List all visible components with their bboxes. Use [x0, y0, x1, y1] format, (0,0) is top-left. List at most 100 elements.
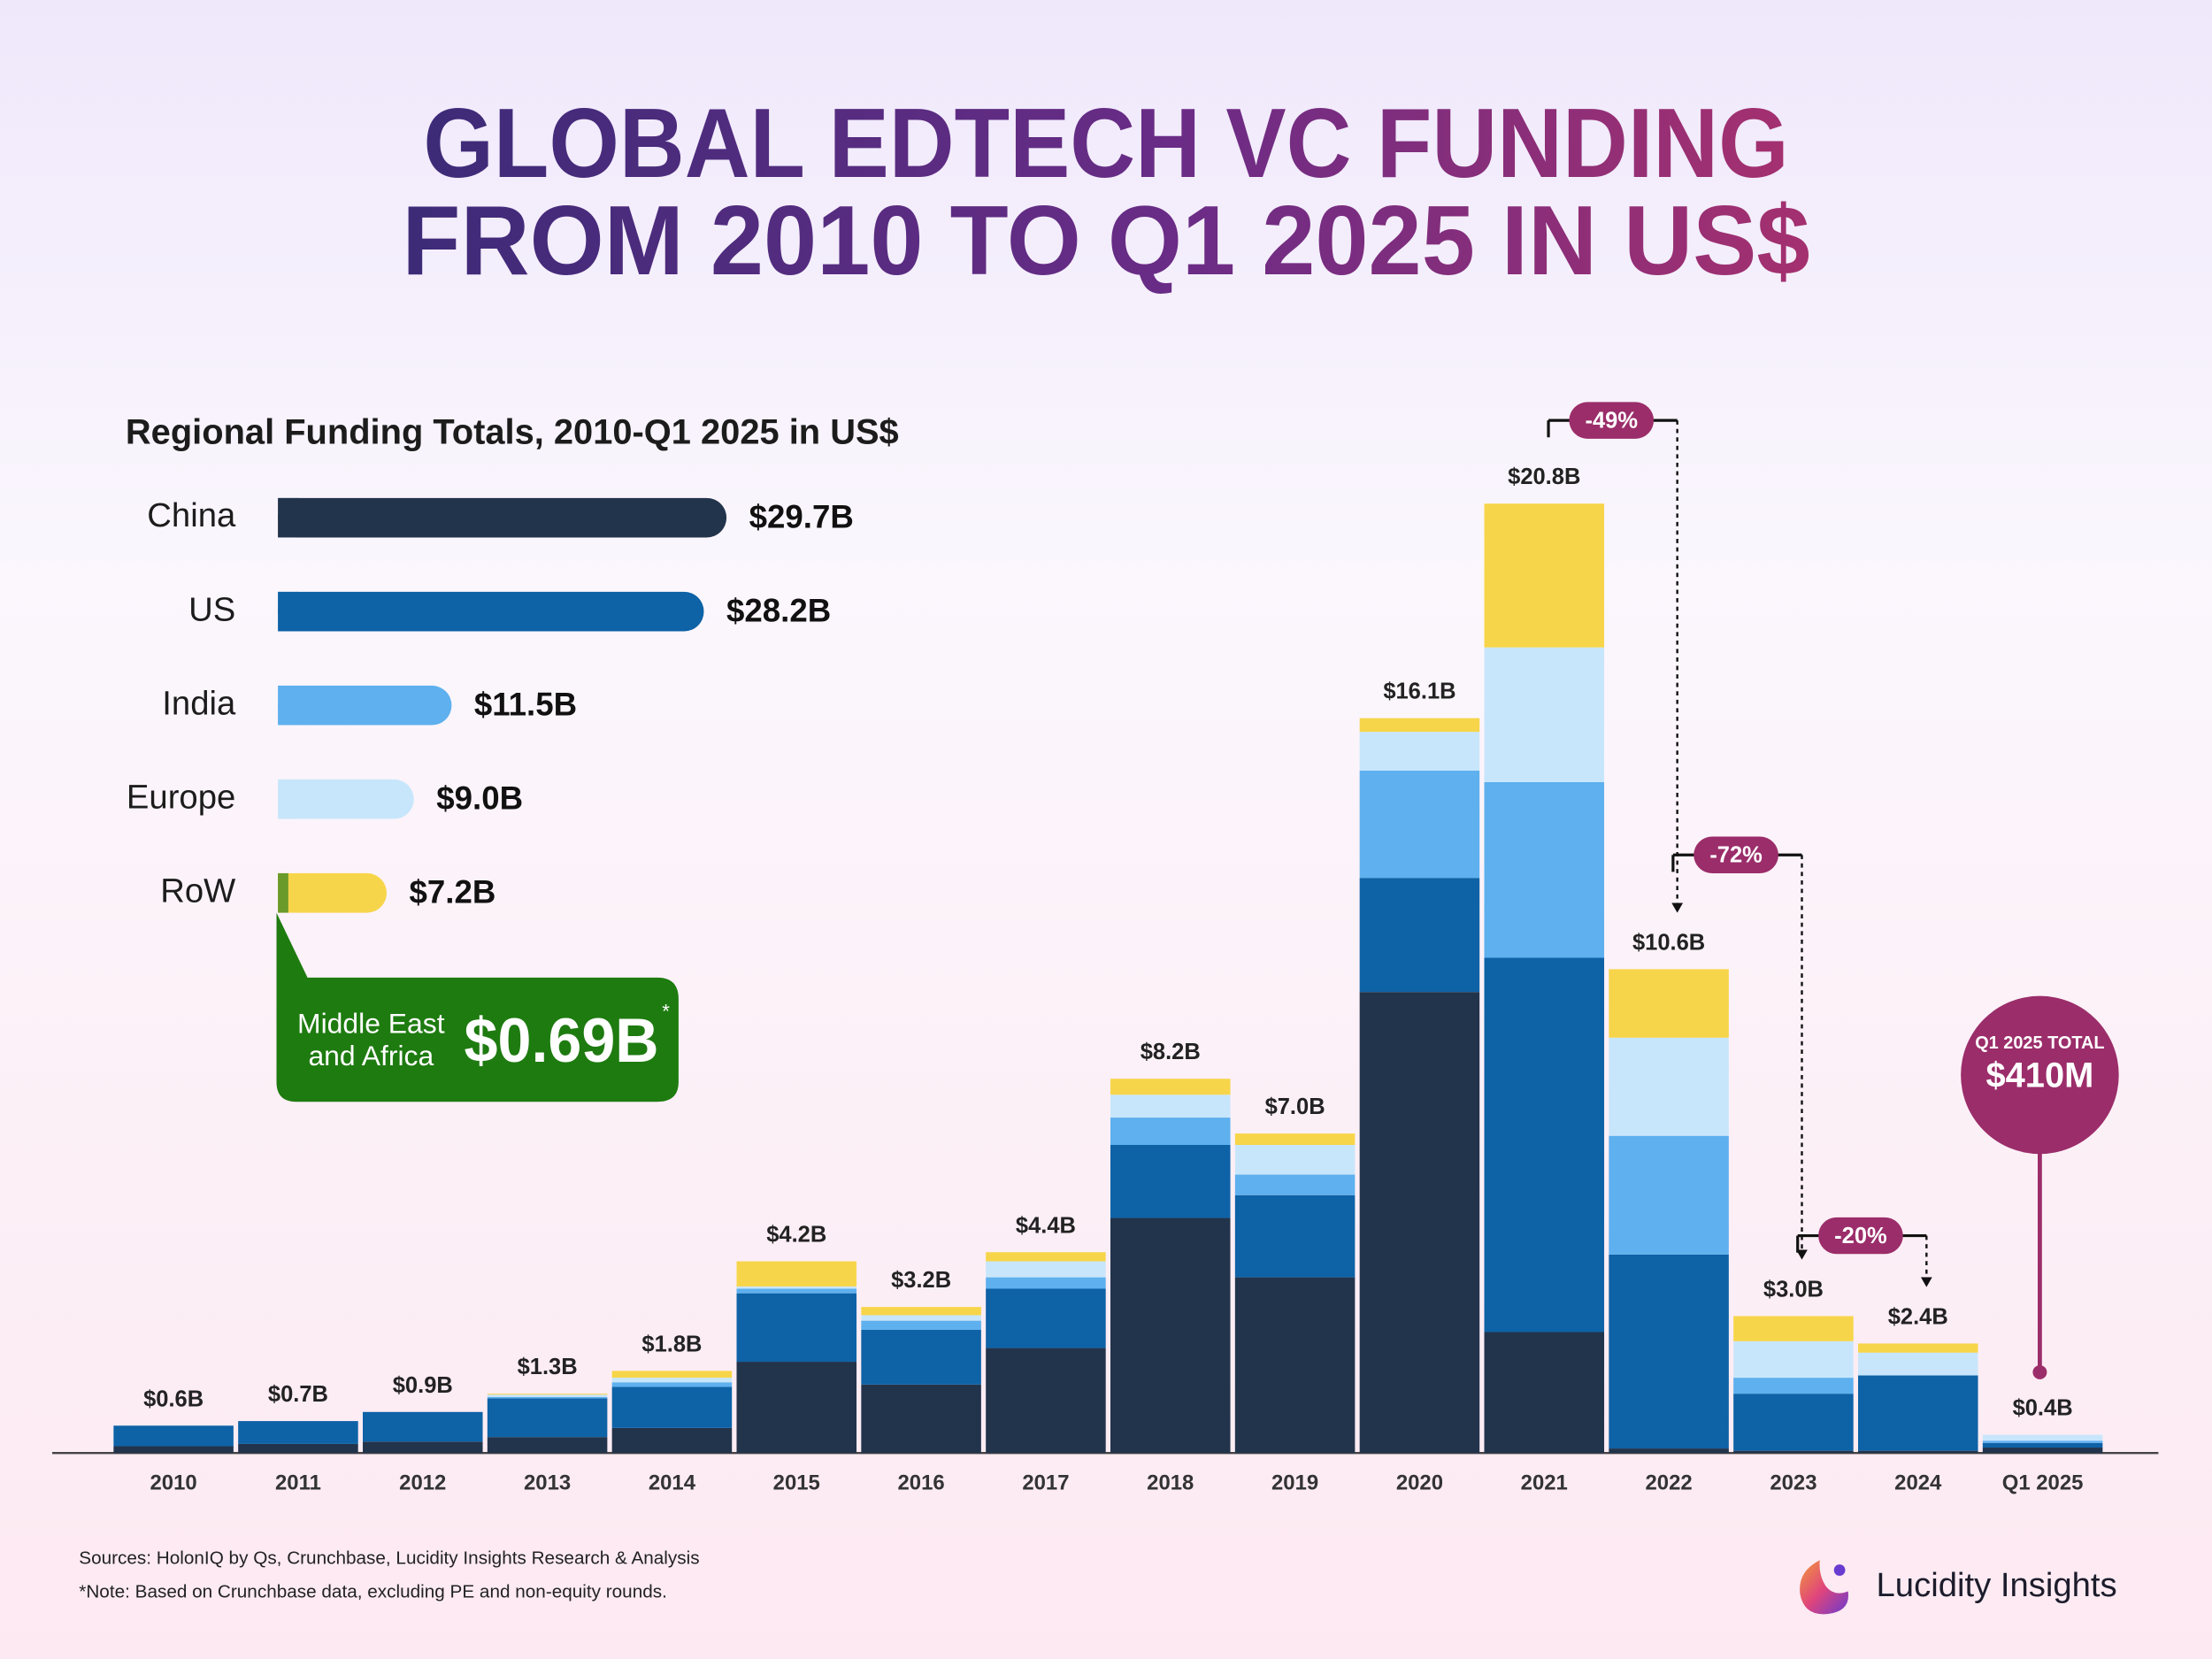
title-line: FROM 2010 TO Q1 2025 IN US$ — [402, 185, 1809, 296]
category-label: China — [147, 496, 236, 534]
regional-title: Regional Funding Totals, 2010-Q1 2025 in… — [126, 413, 899, 452]
bar — [278, 779, 414, 819]
bar-segment — [986, 1288, 1106, 1348]
bar — [278, 685, 452, 726]
change-pill — [1694, 836, 1778, 873]
arrow-head — [1920, 1277, 1932, 1287]
bar-square-start — [278, 591, 298, 632]
bar-segment — [736, 1288, 857, 1294]
bar-segment — [1733, 1450, 1854, 1454]
bar-segment — [1609, 1448, 1729, 1454]
total-label: $2.4B — [1888, 1304, 1948, 1329]
total-label: $10.6B — [1632, 930, 1705, 955]
bar-square-start — [278, 685, 298, 726]
bar — [278, 872, 388, 913]
x-tick-label: 2016 — [898, 1471, 945, 1495]
total-label: $8.2B — [1141, 1040, 1201, 1064]
category-label: India — [162, 684, 236, 722]
mea-segment — [278, 872, 288, 913]
bar — [278, 497, 727, 538]
logo-dot — [1833, 1564, 1846, 1576]
category-label: US — [188, 590, 235, 628]
bar-segment — [363, 1441, 483, 1454]
bar-segment — [1858, 1352, 1978, 1376]
x-tick-label: 2020 — [1396, 1471, 1443, 1495]
total-label: $1.3B — [518, 1355, 578, 1379]
callout-text: and Africa — [308, 1040, 434, 1071]
x-tick-label: 2021 — [1521, 1471, 1568, 1495]
bar-segment — [363, 1411, 483, 1442]
bar-segment — [1234, 1145, 1356, 1175]
callout-box — [276, 912, 679, 1102]
total-label: $3.2B — [891, 1268, 951, 1293]
x-tick-label: 2024 — [1894, 1471, 1942, 1495]
bar-segment — [1234, 1277, 1356, 1454]
sources: Sources: HolonIQ by Qs, Crunchbase, Luci… — [79, 1548, 699, 1568]
bar-segment — [1110, 1145, 1231, 1218]
total-label: $0.7B — [268, 1382, 328, 1407]
bar-segment — [1484, 503, 1605, 648]
bar-segment — [736, 1286, 857, 1289]
bar-segment — [1733, 1394, 1854, 1451]
bar-segment — [238, 1421, 358, 1444]
x-tick-label: 2010 — [150, 1471, 197, 1495]
total-label: $0.9B — [393, 1373, 453, 1398]
bar-segment — [736, 1261, 857, 1286]
bar-segment — [1982, 1434, 2103, 1441]
bar-segment — [1982, 1442, 2103, 1448]
total-label: $16.1B — [1383, 680, 1455, 704]
bar-segment — [611, 1382, 733, 1387]
bar-segment — [611, 1386, 733, 1428]
callout-dot — [2032, 1364, 2047, 1379]
total-label: $20.8B — [1508, 465, 1580, 489]
change-pill — [1569, 402, 1655, 439]
bar-segment — [1110, 1118, 1231, 1146]
bar-segment — [1858, 1450, 1978, 1454]
bar-segment — [1609, 1135, 1729, 1255]
bar-segment — [1733, 1378, 1854, 1394]
x-tick-label: 2018 — [1147, 1471, 1194, 1495]
note: *Note: Based on Crunchbase data, excludi… — [79, 1582, 667, 1602]
bar-segment — [1484, 647, 1605, 782]
bar-segment — [986, 1348, 1106, 1454]
bar-segment — [1110, 1217, 1231, 1454]
bar-segment — [1733, 1316, 1854, 1341]
bar-segment — [861, 1320, 981, 1330]
brand: Lucidity Insights — [1877, 1566, 2117, 1604]
bar-segment — [611, 1378, 733, 1383]
change-label: -20% — [1834, 1224, 1887, 1248]
change-label: -49% — [1585, 408, 1638, 433]
total-label: $0.6B — [143, 1386, 204, 1411]
x-tick-label: 2023 — [1770, 1471, 1816, 1495]
bar-segment — [1359, 770, 1480, 879]
total-label: $7.0B — [1265, 1094, 1325, 1119]
bar-segment — [1733, 1340, 1854, 1379]
bar-segment — [1359, 718, 1480, 733]
x-tick-label: 2013 — [524, 1471, 571, 1495]
bar-segment — [1858, 1375, 1978, 1451]
x-tick-label: Q1 2025 — [2002, 1471, 2084, 1495]
bar-segment — [487, 1396, 608, 1399]
bar-segment — [487, 1437, 608, 1454]
logo — [1800, 1560, 1849, 1615]
x-tick-label: 2011 — [275, 1471, 321, 1495]
total-label: $1.8B — [641, 1332, 702, 1356]
value-label: $29.7B — [749, 498, 854, 534]
change-pill — [1818, 1217, 1903, 1255]
bar-segment — [736, 1362, 857, 1454]
bar-segment — [1110, 1094, 1231, 1118]
category-label: Europe — [127, 778, 235, 816]
bar-segment — [1234, 1133, 1356, 1146]
bar-segment — [1234, 1174, 1356, 1195]
bar-segment — [861, 1384, 981, 1454]
bar-square-start — [278, 497, 298, 538]
x-tick-label: 2017 — [1022, 1471, 1069, 1495]
bar-segment — [986, 1261, 1106, 1278]
bar-segment — [1609, 1254, 1729, 1449]
callout-text: Middle East — [297, 1008, 445, 1040]
bar-segment — [861, 1315, 981, 1321]
value-label: $7.2B — [410, 874, 496, 910]
total-label: $4.2B — [766, 1223, 826, 1248]
